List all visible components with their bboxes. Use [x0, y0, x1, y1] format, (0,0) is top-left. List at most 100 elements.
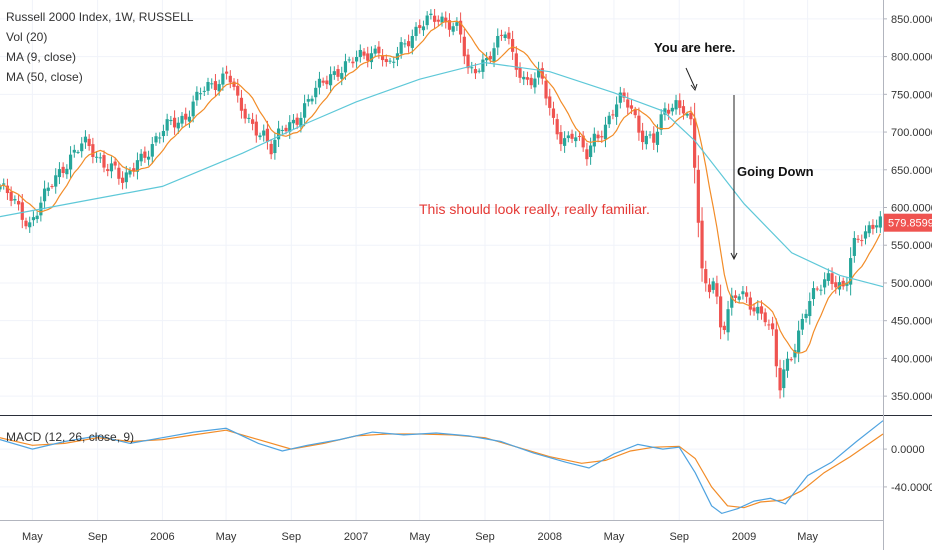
candle: [674, 94, 678, 115]
candle-body: [462, 36, 466, 57]
candle: [492, 42, 496, 68]
candle-body: [726, 309, 730, 333]
candle-body: [328, 74, 333, 86]
candle-body: [288, 122, 292, 132]
candle: [406, 34, 411, 53]
candle: [481, 52, 485, 79]
candle-body: [102, 155, 106, 168]
candle-body: [228, 75, 232, 83]
candle-body: [184, 113, 188, 120]
candle-body: [135, 160, 140, 172]
ma50-line: [0, 61, 884, 288]
candle: [804, 309, 808, 323]
candle-body: [377, 46, 381, 54]
candle-body: [856, 238, 860, 240]
candle: [522, 71, 526, 86]
candle: [466, 48, 470, 74]
candle: [875, 219, 879, 234]
candle-body: [392, 61, 396, 63]
candle-body: [826, 273, 830, 281]
candle-body: [120, 177, 125, 183]
time-tick-label: May: [22, 531, 43, 543]
candle-body: [555, 119, 559, 135]
candle-body: [711, 281, 715, 290]
candle: [213, 74, 218, 98]
candle-body: [191, 101, 195, 117]
candle: [143, 146, 147, 163]
candle-body: [644, 135, 648, 145]
candle: [310, 95, 314, 105]
candle: [362, 48, 366, 60]
candle: [302, 94, 307, 127]
candle-body: [198, 93, 203, 95]
candle: [317, 71, 322, 95]
candle: [247, 113, 251, 124]
candle-body: [317, 78, 322, 88]
candle: [600, 130, 604, 143]
candle: [87, 134, 91, 151]
candle-body: [789, 359, 793, 361]
candle-body: [366, 53, 370, 61]
candle: [221, 67, 225, 91]
candle-body: [262, 130, 266, 136]
candle: [745, 286, 749, 303]
candle: [819, 284, 823, 296]
candle-body: [867, 225, 871, 234]
candle-body: [280, 129, 284, 131]
candle: [68, 146, 73, 178]
candle: [0, 183, 2, 192]
candle-body: [358, 49, 362, 58]
candle-body: [834, 282, 838, 288]
candle: [135, 152, 140, 180]
candle-body: [258, 135, 262, 138]
candle-body: [210, 83, 214, 85]
candle: [106, 163, 110, 177]
candle-body: [551, 108, 556, 118]
candle: [161, 124, 166, 143]
candle-body: [172, 117, 177, 128]
candle-body: [804, 313, 808, 319]
candle: [644, 130, 648, 150]
candle: [336, 64, 340, 82]
candle: [737, 293, 741, 303]
familiar-annotation: This should look really, really familiar…: [419, 201, 650, 217]
price-tick-label: 550.0000: [891, 240, 932, 252]
candle-body: [830, 273, 834, 284]
candle-body: [492, 48, 496, 62]
candle-body: [57, 169, 62, 178]
candle: [13, 195, 17, 205]
candle-body: [72, 149, 76, 153]
candle-body: [797, 330, 801, 353]
candle-body: [693, 118, 697, 168]
candle: [473, 63, 478, 80]
candle: [94, 151, 99, 163]
candle-body: [618, 92, 622, 103]
macd-line: [0, 420, 884, 515]
candle-body: [544, 80, 548, 99]
candle-body: [169, 119, 173, 122]
candle-body: [759, 306, 764, 314]
candle: [180, 112, 184, 128]
candle-body: [852, 237, 856, 256]
candle-body: [165, 119, 169, 131]
candle: [763, 308, 767, 327]
candle: [195, 86, 199, 106]
you-are-here-arrowhead: [690, 83, 698, 92]
candle-body: [481, 59, 485, 72]
candle-body: [849, 258, 853, 285]
candle-body: [206, 81, 210, 91]
candle-body: [132, 168, 136, 172]
candle-body: [306, 99, 310, 102]
candle-body: [433, 15, 437, 22]
candle-body: [518, 67, 522, 78]
candle: [759, 300, 764, 320]
candle: [618, 86, 622, 109]
candle-body: [113, 161, 117, 166]
candle: [429, 9, 433, 20]
candle-body: [180, 115, 184, 124]
candle: [615, 96, 619, 125]
candle: [65, 164, 69, 179]
candle-body: [403, 43, 407, 45]
candle: [16, 194, 21, 211]
